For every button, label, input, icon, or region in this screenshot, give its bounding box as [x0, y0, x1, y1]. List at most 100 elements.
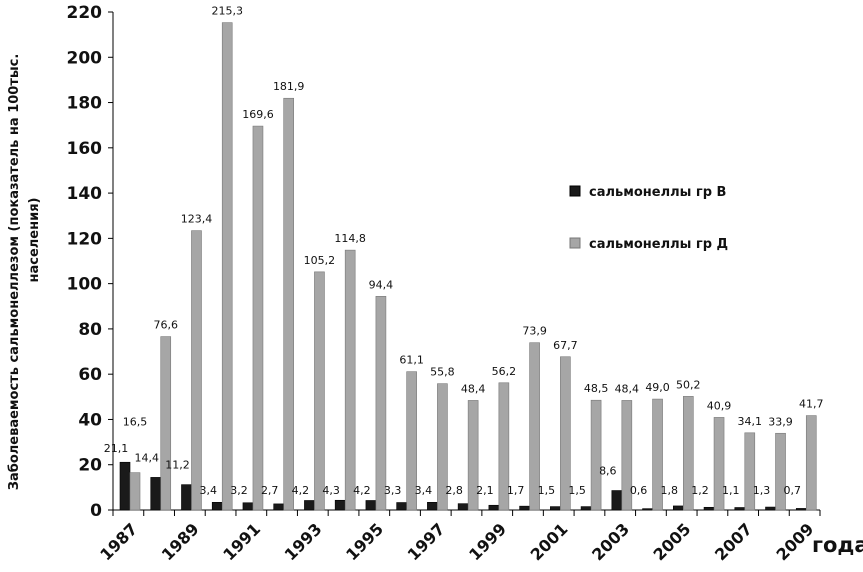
bar-d-1995: [375, 296, 387, 511]
bar-b-2002: [580, 506, 592, 511]
bar-b-2006: [703, 506, 715, 511]
bar-d-2003: [621, 400, 633, 511]
data-label: 11,2: [165, 459, 190, 472]
y-tick-label: 100: [67, 275, 103, 295]
bar-b-1989: [181, 484, 192, 511]
data-label: 169,6: [242, 108, 274, 121]
x-tick-label: 1987: [96, 519, 141, 564]
y-tick-label: 200: [67, 48, 103, 68]
bar-d-2001: [560, 356, 571, 511]
bar-b-1996: [396, 502, 407, 511]
bar-b-1994: [334, 499, 346, 511]
bar-b-2001: [550, 506, 561, 511]
bar-d-2005: [683, 396, 694, 511]
data-label: 40,9: [707, 399, 732, 412]
bar-d-1997: [437, 383, 448, 511]
data-label: 1,5: [568, 484, 586, 497]
bar-d-1993: [314, 271, 325, 511]
data-label: 41,7: [799, 398, 824, 411]
y-tick-label: 40: [78, 410, 102, 430]
y-tick-label: 0: [90, 501, 102, 521]
data-label: 67,7: [553, 339, 578, 352]
data-label: 94,4: [369, 278, 394, 291]
data-label: 2,8: [445, 484, 463, 497]
data-label: 215,3: [211, 5, 243, 18]
bar-b-1991: [242, 502, 254, 511]
bar-b-1999: [488, 504, 500, 511]
data-label: 49,0: [645, 381, 670, 394]
data-label: 1,8: [661, 484, 679, 497]
bar-b-1992: [273, 503, 284, 511]
data-label: 33,9: [768, 415, 793, 428]
data-label: 0,7: [784, 484, 802, 497]
y-tick-label: 60: [78, 365, 102, 385]
bar-d-1989: [191, 230, 202, 511]
bar-b-1997: [427, 502, 438, 511]
data-label: 1,2: [691, 484, 709, 497]
y-tick-label: 160: [67, 139, 103, 159]
x-tick-label: 2005: [650, 519, 695, 564]
y-tick-label: 220: [67, 3, 103, 23]
bar-d-1990: [221, 22, 233, 511]
legend-label: сальмонеллы гр Д: [589, 237, 728, 252]
x-tick-label: 1995: [342, 519, 387, 564]
y-tick-label: 120: [67, 229, 103, 249]
data-label: 48,4: [615, 382, 640, 395]
data-label: 1,5: [538, 484, 556, 497]
data-label: 8,6: [599, 465, 617, 478]
data-label: 4,2: [353, 484, 371, 497]
bar-d-1988: [160, 336, 172, 511]
bar-d-1991: [252, 125, 264, 511]
x-tick-label: 2009: [773, 519, 818, 564]
bar-d-1987: [129, 472, 141, 511]
bar-d-2007: [744, 432, 756, 511]
x-tick-label: 1991: [219, 519, 264, 564]
x-tick-label: 1997: [404, 519, 449, 564]
data-label: 48,4: [461, 382, 486, 395]
legend-swatch: [569, 237, 581, 249]
data-label: 1,1: [722, 484, 740, 497]
x-tick-label: 1993: [281, 519, 326, 564]
x-tick-label: 2007: [711, 519, 756, 564]
y-tick-label: 80: [78, 320, 102, 340]
data-label: 2,1: [476, 484, 494, 497]
data-label: 114,8: [334, 232, 366, 245]
bar-d-2002: [590, 399, 602, 511]
bar-b-1987: [119, 461, 131, 511]
y-tick-label: 140: [67, 184, 103, 204]
data-label: 56,2: [492, 365, 517, 378]
bar-d-2000: [529, 342, 540, 511]
x-tick-label: 2003: [588, 519, 633, 564]
data-label: 16,5: [123, 416, 148, 429]
bar-b-1993: [304, 500, 315, 511]
bar-d-1998: [467, 400, 479, 511]
data-label: 105,2: [304, 254, 336, 267]
data-label: 0,6: [630, 484, 648, 497]
bar-d-2006: [713, 417, 725, 511]
bar-d-2009: [805, 415, 817, 511]
bar-d-1994: [344, 249, 356, 511]
x-axis-title: года: [812, 533, 863, 557]
data-label: 123,4: [181, 213, 213, 226]
bar-b-1990: [211, 502, 223, 511]
data-label: 4,2: [292, 484, 310, 497]
y-axis-title: населения): [27, 198, 42, 283]
bar-d-1996: [406, 371, 417, 511]
data-label: 14,4: [134, 451, 159, 464]
data-label: 2,7: [261, 484, 279, 497]
data-label: 21,1: [104, 442, 129, 455]
bar-d-2004: [652, 398, 663, 511]
bar-d-1999: [498, 382, 510, 511]
bar-b-2005: [673, 505, 684, 511]
data-label: 73,9: [522, 325, 547, 338]
data-label: 34,1: [738, 415, 763, 428]
x-tick-label: 2001: [527, 519, 572, 564]
data-label: 48,5: [584, 382, 609, 395]
bar-b-2000: [519, 505, 530, 511]
data-label: 76,6: [153, 319, 178, 332]
bar-b-1988: [150, 477, 162, 511]
data-label: 3,4: [199, 484, 217, 497]
legend-swatch: [569, 185, 581, 197]
